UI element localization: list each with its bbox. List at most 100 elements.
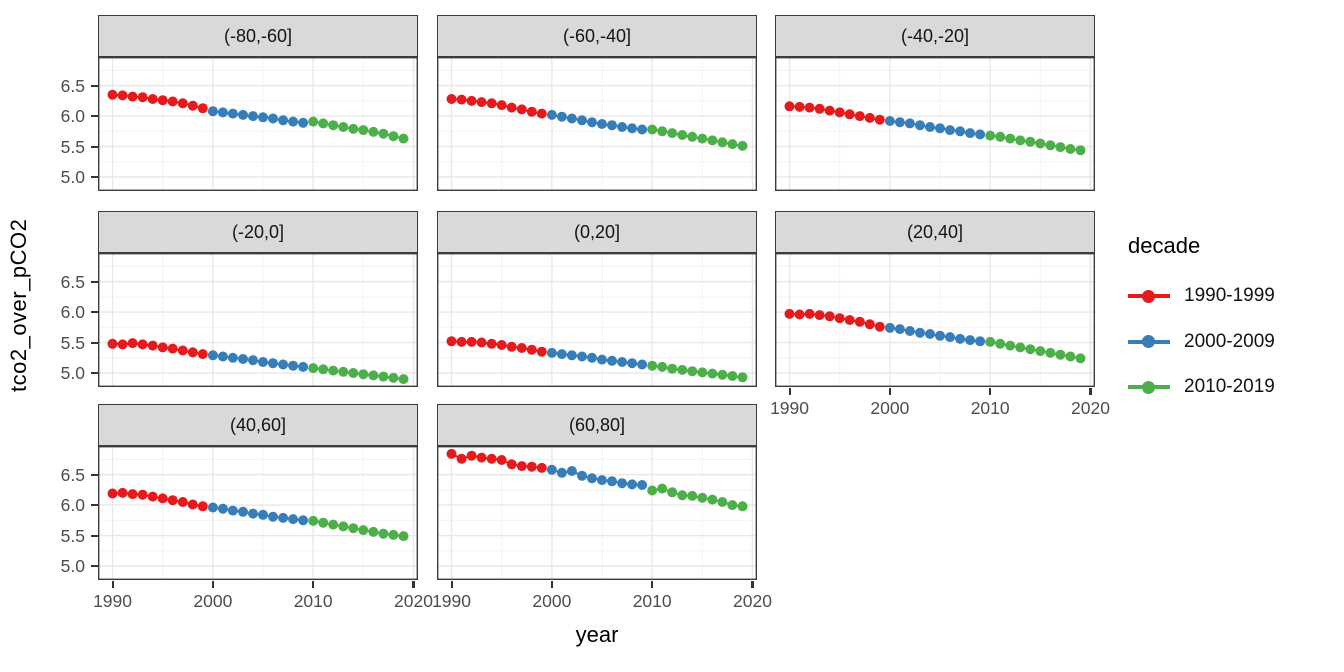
data-point [556, 467, 567, 478]
y-tick-mark [91, 145, 98, 148]
facet-strip-label: (0,20] [437, 211, 757, 253]
panel-border [98, 446, 418, 580]
data-point [207, 350, 218, 361]
y-tick-label: 5.5 [60, 332, 85, 353]
data-point [288, 116, 299, 127]
data-point [995, 131, 1006, 142]
data-point [627, 479, 638, 490]
x-tick-label: 2010 [293, 591, 333, 611]
x-tick-label: 1990 [770, 398, 809, 418]
data-point [476, 97, 487, 108]
data-point [667, 363, 678, 374]
decade-series [107, 89, 208, 114]
legend-entry-label: 1990-1999 [1184, 285, 1275, 306]
data-point [975, 336, 986, 347]
data-point [378, 371, 389, 382]
panel-background [775, 253, 1095, 387]
data-point [187, 347, 198, 358]
data-point [107, 488, 118, 499]
data-point [127, 489, 138, 500]
facet-plot-svg [775, 57, 1095, 191]
facet: (-40,-20] [775, 15, 1095, 191]
data-point [824, 311, 835, 322]
data-point [884, 116, 895, 126]
panel-background [775, 57, 1095, 191]
data-point [476, 337, 487, 348]
data-point [526, 344, 537, 355]
facet-plot-svg [98, 253, 418, 387]
data-point [915, 120, 925, 131]
data-point [368, 126, 379, 137]
x-tick-mark [788, 388, 791, 395]
panel-background [437, 253, 757, 387]
data-point [915, 327, 925, 338]
data-point [466, 95, 477, 106]
data-point [338, 122, 349, 132]
x-tick-label: 2000 [870, 398, 910, 418]
y-tick-mark [91, 280, 98, 283]
data-point [207, 502, 218, 513]
legend-entry: 1990-1999 [1128, 285, 1275, 307]
facet: (0,20] [437, 211, 757, 387]
data-point [227, 352, 238, 363]
data-point [318, 517, 329, 528]
data-point [864, 319, 875, 330]
data-point [486, 338, 497, 349]
data-point [197, 349, 208, 360]
data-point [935, 123, 945, 134]
data-point [526, 461, 537, 472]
data-point [238, 354, 248, 364]
data-point [157, 342, 168, 353]
data-point [238, 506, 248, 517]
data-point [177, 98, 188, 109]
x-tick-label: 2000 [193, 591, 233, 611]
data-point [318, 118, 329, 129]
data-point [388, 131, 399, 142]
data-point [677, 490, 688, 501]
data-point [607, 355, 617, 366]
data-point [368, 370, 379, 381]
x-tick-mark [412, 581, 415, 588]
data-point [784, 101, 795, 112]
data-point [884, 322, 895, 333]
facet-strip-label: (20,40] [775, 211, 1095, 253]
x-tick-mark [550, 581, 554, 588]
data-point [398, 133, 409, 144]
data-point [874, 114, 885, 125]
x-tick-mark [312, 581, 315, 588]
data-point [577, 351, 587, 362]
data-point [217, 503, 228, 514]
data-point [147, 94, 158, 104]
data-point [1045, 347, 1056, 358]
data-point [697, 133, 708, 144]
data-point [258, 509, 268, 520]
panel-background [437, 446, 757, 580]
data-point [834, 107, 845, 118]
data-point [506, 459, 517, 470]
data-point [1025, 136, 1036, 147]
decade-series [308, 515, 409, 542]
data-point [637, 124, 648, 135]
data-point [577, 115, 587, 126]
data-point [647, 485, 658, 496]
facet-plot-svg [98, 57, 418, 191]
panel-border [98, 57, 418, 191]
facet: (20,40] [775, 211, 1095, 387]
data-point [647, 360, 658, 371]
x-tick-label: 1990 [93, 591, 132, 611]
data-point [607, 120, 617, 131]
facet-plot-svg [775, 253, 1095, 387]
x-tick-label: 2020 [733, 591, 772, 611]
data-point [697, 367, 708, 378]
data-point [854, 111, 865, 122]
data-point [904, 118, 915, 129]
x-tick-mark [1089, 388, 1092, 395]
data-point [707, 494, 718, 505]
data-point [737, 501, 748, 512]
decade-series [546, 464, 648, 490]
y-tick-mark [91, 504, 98, 507]
data-point [446, 336, 457, 347]
panel-border [437, 57, 757, 191]
data-point [278, 512, 289, 523]
